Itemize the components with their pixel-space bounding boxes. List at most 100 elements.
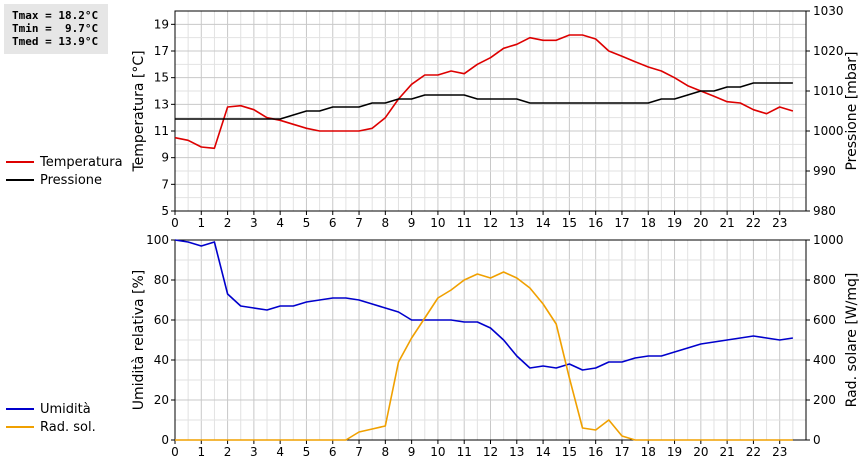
chart1-xtick-label: 20 (693, 216, 708, 230)
chart2-ytick-label: 40 (154, 353, 169, 367)
chart2-xtick-label: 19 (667, 445, 682, 459)
chart1-xtick-label: 3 (250, 216, 258, 230)
chart1-ytick-label: 7 (161, 177, 169, 191)
chart1-xtick-label: 21 (719, 216, 734, 230)
chart1-y2tick-label: 1020 (813, 44, 844, 58)
chart2-ytick-label: 100 (146, 233, 169, 247)
legend-label-pressione: Pressione (40, 172, 103, 188)
chart1-ytick-label: 11 (154, 124, 169, 138)
chart2-xtick-label: 10 (430, 445, 445, 459)
chart2-y2tick-label: 0 (813, 433, 821, 447)
chart1-xtick-label: 16 (588, 216, 603, 230)
chart2-xtick-label: 15 (562, 445, 577, 459)
chart1-ytick-label: 9 (161, 151, 169, 165)
chart2-xtick-label: 4 (276, 445, 284, 459)
tmed-label: Tmed = 13.9°C (12, 35, 99, 48)
chart2-xtick-label: 17 (614, 445, 629, 459)
chart1-series-temperatura (174, 34, 794, 150)
chart2-y2tick-label: 1000 (813, 233, 844, 247)
chart2-xtick-label: 1 (197, 445, 205, 459)
legend-label-radsol: Rad. sol. (40, 419, 96, 435)
chart1-xtick-label: 13 (509, 216, 524, 230)
chart1-xtick-label: 15 (562, 216, 577, 230)
chart1-xtick-label: 5 (303, 216, 311, 230)
legend-label-temperatura: Temperatura (40, 154, 123, 170)
chart2-xtick-label: 23 (772, 445, 787, 459)
chart2-xtick-label: 18 (641, 445, 656, 459)
chart1-xtick-label: 8 (382, 216, 390, 230)
chart2-xtick-label: 5 (303, 445, 311, 459)
chart2-y2tick-label: 400 (813, 353, 836, 367)
legend-swatch-pressione (6, 179, 34, 181)
chart1-xtick-label: 12 (483, 216, 498, 230)
chart1-xtick-label: 17 (614, 216, 629, 230)
chart1-xtick-label: 4 (276, 216, 284, 230)
chart1-y2tick-label: 980 (813, 204, 836, 218)
chart2-y2tick-label: 600 (813, 313, 836, 327)
legend-swatch-umidita (6, 408, 34, 410)
chart1-xtick-label: 22 (746, 216, 761, 230)
chart2-ylabel: Umidità relativa [%] (131, 270, 147, 411)
chart1-xtick-label: 1 (197, 216, 205, 230)
chart2-xtick-label: 13 (509, 445, 524, 459)
chart1-ytick-label: 5 (161, 204, 169, 218)
chart2-xtick-label: 9 (408, 445, 416, 459)
chart1-xtick-label: 6 (329, 216, 337, 230)
chart2-xtick-label: 22 (746, 445, 761, 459)
chart1-y2tick-label: 990 (813, 164, 836, 178)
legend-item-umidita: Umidità (6, 400, 96, 418)
chart2-ytick-label: 20 (154, 393, 169, 407)
chart1-xtick-label: 23 (772, 216, 787, 230)
chart2-xtick-label: 0 (171, 445, 179, 459)
legend-item-pressione: Pressione (6, 171, 123, 189)
chart2-xtick-label: 3 (250, 445, 258, 459)
chart2-xtick-label: 14 (535, 445, 550, 459)
chart1-xtick-label: 14 (535, 216, 550, 230)
legend-top: Temperatura Pressione (6, 153, 123, 189)
legend-bottom: Umidità Rad. sol. (6, 402, 96, 436)
chart1-xtick-label: 7 (355, 216, 363, 230)
chart2-ytick-label: 80 (154, 273, 169, 287)
chart2-series-rad-sol (175, 271, 793, 441)
chart2-xtick-label: 16 (588, 445, 603, 459)
chart2-xtick-label: 6 (329, 445, 337, 459)
chart1-xtick-label: 2 (224, 216, 232, 230)
chart1-xtick-label: 9 (408, 216, 416, 230)
chart2-y2tick-label: 200 (813, 393, 836, 407)
tmax-label: Tmax = 18.2°C (12, 9, 99, 22)
chart2-xtick-label: 21 (719, 445, 734, 459)
chart2-xtick-label: 11 (457, 445, 472, 459)
chart2-series-umidit (174, 239, 794, 371)
chart2-xtick-label: 20 (693, 445, 708, 459)
chart1-xtick-label: 0 (171, 216, 179, 230)
chart2-ytick-label: 0 (161, 433, 169, 447)
chart1-y2label: Pressione [mbar] (844, 51, 860, 170)
tmin-label: Tmin = 9.7°C (12, 22, 99, 35)
chart1-y2tick-label: 1010 (813, 84, 844, 98)
chart1-xtick-label: 18 (641, 216, 656, 230)
legend-label-umidita: Umidità (40, 401, 91, 417)
chart1-xtick-label: 10 (430, 216, 445, 230)
chart1-series-pressione (175, 82, 793, 120)
chart1-ytick-label: 13 (154, 97, 169, 111)
legend-swatch-temperatura (6, 161, 34, 163)
chart2-xtick-label: 12 (483, 445, 498, 459)
chart1-ytick-label: 15 (154, 71, 169, 85)
chart1-ytick-label: 19 (154, 17, 169, 31)
stats-box: Tmax = 18.2°C Tmin = 9.7°C Tmed = 13.9°C (4, 4, 108, 54)
chart2-y2tick-label: 800 (813, 273, 836, 287)
chart2-y2label: Rad. solare [W/mq] (844, 273, 860, 408)
legend-swatch-radsol (6, 426, 34, 428)
chart1-xtick-label: 11 (457, 216, 472, 230)
chart1-y2tick-label: 1030 (813, 4, 844, 18)
chart1-ylabel: Temperatura [°C] (131, 50, 147, 172)
chart2-xtick-label: 7 (355, 445, 363, 459)
chart2-ytick-label: 60 (154, 313, 169, 327)
chart1-ytick-label: 17 (154, 44, 169, 58)
chart1-xtick-label: 19 (667, 216, 682, 230)
chart2-xtick-label: 2 (224, 445, 232, 459)
legend-item-radsol: Rad. sol. (6, 418, 96, 436)
chart2-xtick-label: 8 (382, 445, 390, 459)
chart1-y2tick-label: 1000 (813, 124, 844, 138)
